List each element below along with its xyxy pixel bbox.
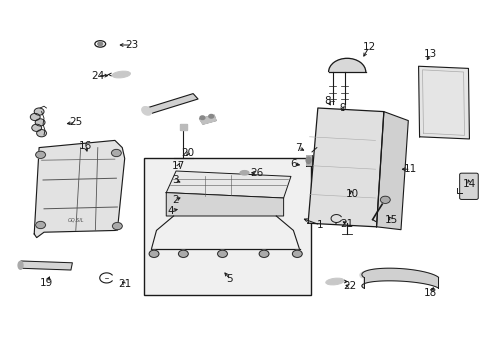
Text: 13: 13 [423, 49, 436, 59]
Text: 20: 20 [182, 148, 194, 158]
Polygon shape [307, 108, 383, 227]
Ellipse shape [240, 171, 248, 175]
Text: 21: 21 [340, 219, 353, 229]
Polygon shape [199, 115, 216, 124]
Text: OQ.SIL: OQ.SIL [67, 217, 84, 222]
Text: 15: 15 [384, 215, 397, 225]
Circle shape [200, 116, 204, 120]
Polygon shape [361, 268, 437, 288]
Text: 21: 21 [118, 279, 131, 289]
Text: 23: 23 [125, 40, 139, 50]
Text: 4: 4 [167, 206, 174, 216]
Polygon shape [418, 66, 468, 139]
Text: 12: 12 [362, 42, 375, 52]
Text: 6: 6 [289, 159, 296, 169]
Ellipse shape [112, 71, 130, 78]
Circle shape [217, 250, 227, 257]
Polygon shape [34, 140, 124, 238]
Circle shape [149, 250, 159, 257]
Bar [144, 158, 310, 295]
Circle shape [380, 196, 389, 203]
Ellipse shape [142, 107, 151, 115]
Polygon shape [305, 155, 311, 166]
Polygon shape [180, 124, 186, 130]
Text: 18: 18 [423, 288, 436, 298]
Circle shape [208, 114, 213, 118]
Text: 7: 7 [294, 143, 301, 153]
Circle shape [178, 250, 188, 257]
FancyBboxPatch shape [459, 173, 477, 199]
Text: 11: 11 [403, 164, 417, 174]
Text: 2: 2 [172, 195, 179, 205]
Circle shape [35, 119, 45, 126]
Wedge shape [328, 58, 365, 72]
Circle shape [98, 42, 102, 46]
Text: 17: 17 [171, 161, 185, 171]
Circle shape [30, 113, 40, 121]
Circle shape [36, 151, 45, 158]
Circle shape [36, 221, 45, 229]
Circle shape [111, 149, 121, 157]
Polygon shape [146, 94, 198, 113]
Text: 3: 3 [171, 175, 178, 185]
Text: 24: 24 [91, 71, 104, 81]
Text: 5: 5 [226, 274, 233, 284]
Polygon shape [376, 112, 407, 230]
Text: 14: 14 [462, 179, 475, 189]
Circle shape [37, 130, 46, 137]
Text: 25: 25 [69, 117, 82, 127]
Text: 22: 22 [342, 281, 356, 291]
Text: 8: 8 [324, 96, 330, 106]
Text: 10: 10 [345, 189, 358, 199]
Text: 26: 26 [249, 168, 263, 178]
Circle shape [112, 222, 122, 230]
Text: 16: 16 [79, 141, 92, 151]
Polygon shape [166, 171, 290, 198]
Text: 9: 9 [338, 103, 345, 113]
Text: 1: 1 [316, 220, 323, 230]
Circle shape [259, 250, 268, 257]
Circle shape [34, 108, 44, 115]
Polygon shape [20, 261, 72, 270]
Ellipse shape [305, 157, 310, 163]
Ellipse shape [18, 261, 23, 269]
Text: 19: 19 [40, 278, 53, 288]
Circle shape [292, 250, 302, 257]
Ellipse shape [325, 278, 344, 285]
Circle shape [32, 124, 41, 131]
Polygon shape [166, 193, 283, 216]
